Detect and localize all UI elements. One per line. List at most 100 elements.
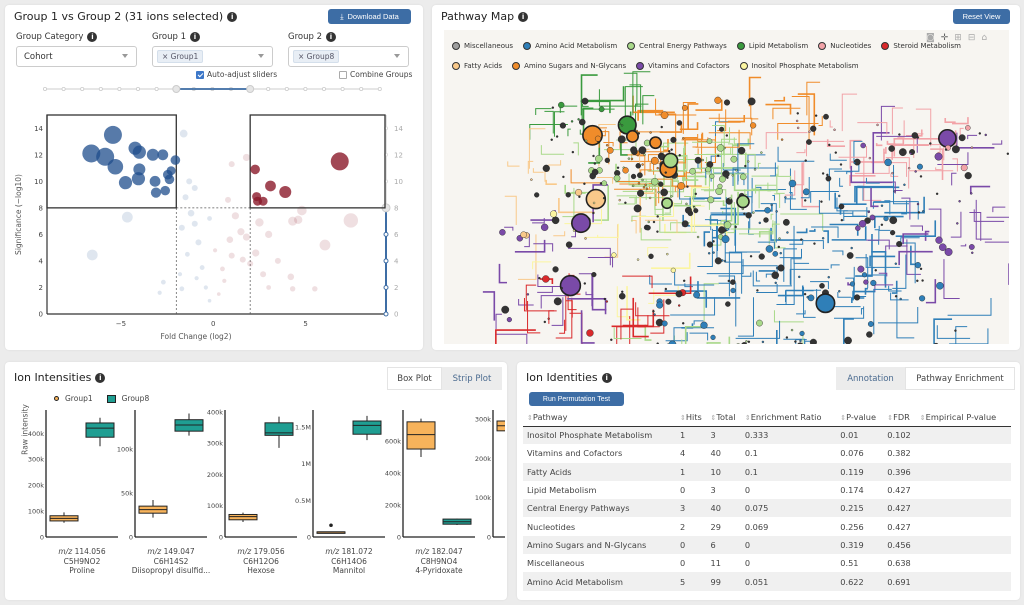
- background-point[interactable]: [184, 251, 190, 257]
- metabolite-node[interactable]: [526, 293, 530, 296]
- metabolite-node[interactable]: [891, 171, 894, 175]
- metabolite-node[interactable]: [656, 301, 664, 309]
- metabolite-node[interactable]: [777, 245, 781, 249]
- metabolite-node[interactable]: [840, 218, 844, 222]
- background-point[interactable]: [255, 218, 264, 227]
- metabolite-node[interactable]: [858, 220, 867, 228]
- slider-handle[interactable]: [172, 85, 181, 93]
- selected-point-down[interactable]: [103, 125, 122, 144]
- metabolite-node[interactable]: [585, 188, 607, 210]
- metabolite-node[interactable]: [593, 162, 597, 165]
- zoom-out-icon[interactable]: ⊟: [967, 33, 976, 43]
- metabolite-node[interactable]: [665, 298, 672, 305]
- selected-point-down[interactable]: [149, 175, 161, 187]
- metabolite-node[interactable]: [746, 160, 750, 163]
- metabolite-node[interactable]: [968, 244, 975, 250]
- metabolite-node[interactable]: [551, 106, 555, 109]
- background-point[interactable]: [178, 224, 185, 231]
- metabolite-node[interactable]: [834, 151, 837, 154]
- metabolite-node[interactable]: [610, 338, 613, 341]
- tab-strip-plot[interactable]: Strip Plot: [442, 367, 502, 390]
- metabolite-node[interactable]: [613, 174, 621, 182]
- metabolite-node[interactable]: [901, 148, 905, 151]
- metabolite-node[interactable]: [637, 189, 645, 197]
- metabolite-node[interactable]: [578, 118, 586, 126]
- background-point[interactable]: [195, 239, 202, 246]
- metabolite-node[interactable]: [602, 196, 606, 200]
- metabolite-node[interactable]: [693, 208, 699, 214]
- background-point[interactable]: [274, 257, 281, 264]
- metabolite-node[interactable]: [785, 336, 789, 339]
- metabolite-node[interactable]: [618, 122, 621, 125]
- sort-icon[interactable]: ⇕: [919, 414, 926, 423]
- metabolite-node[interactable]: [676, 120, 683, 126]
- selected-point-up[interactable]: [250, 164, 260, 175]
- metabolite-node[interactable]: [624, 201, 627, 204]
- metabolite-node[interactable]: [577, 118, 580, 121]
- background-point[interactable]: [199, 265, 205, 270]
- background-point[interactable]: [157, 290, 162, 295]
- metabolite-node[interactable]: [958, 134, 966, 142]
- metabolite-node[interactable]: [935, 192, 939, 196]
- metabolite-node[interactable]: [916, 279, 919, 282]
- metabolite-node[interactable]: [758, 221, 761, 225]
- metabolite-node[interactable]: [719, 175, 726, 183]
- background-point[interactable]: [191, 220, 198, 227]
- metabolite-node[interactable]: [922, 210, 925, 213]
- metabolite-node[interactable]: [692, 206, 696, 209]
- metabolite-node[interactable]: [645, 187, 649, 190]
- metabolite-node[interactable]: [758, 253, 765, 260]
- metabolite-node[interactable]: [863, 279, 869, 285]
- column-header[interactable]: ⇕Total: [706, 409, 741, 427]
- metabolite-node[interactable]: [586, 329, 594, 337]
- metabolite-node[interactable]: [603, 297, 607, 301]
- metabolite-node[interactable]: [960, 164, 968, 172]
- background-point[interactable]: [228, 252, 235, 259]
- checkbox-checked[interactable]: [196, 70, 204, 79]
- metabolite-node[interactable]: [899, 297, 902, 301]
- metabolite-node[interactable]: [860, 142, 866, 149]
- metabolite-node[interactable]: [814, 114, 818, 117]
- metabolite-node[interactable]: [853, 294, 861, 301]
- selection-box-up[interactable]: [249, 114, 386, 209]
- background-point[interactable]: [242, 153, 251, 162]
- metabolite-node[interactable]: [717, 154, 720, 157]
- metabolite-node[interactable]: [888, 145, 895, 152]
- background-point[interactable]: [288, 216, 298, 226]
- column-header[interactable]: ⇕Enrichment Ratio: [740, 409, 837, 427]
- metabolite-node[interactable]: [633, 204, 642, 213]
- metabolite-node[interactable]: [802, 188, 810, 196]
- metabolite-node[interactable]: [730, 279, 736, 285]
- metabolite-node[interactable]: [681, 104, 688, 111]
- metabolite-node[interactable]: [938, 243, 947, 251]
- metabolite-node[interactable]: [799, 330, 805, 337]
- metabolite-node[interactable]: [726, 176, 729, 179]
- metabolite-node[interactable]: [571, 150, 575, 154]
- metabolite-node[interactable]: [839, 163, 843, 166]
- metabolite-node[interactable]: [670, 136, 677, 143]
- metabolite-node[interactable]: [594, 135, 601, 142]
- metabolite-node[interactable]: [727, 279, 730, 283]
- table-row[interactable]: Lipid Metabolism 0 3 0 0.174 0.427: [523, 481, 1011, 499]
- metabolite-node[interactable]: [604, 157, 611, 164]
- selected-point-down[interactable]: [132, 145, 146, 159]
- metabolite-node[interactable]: [916, 163, 923, 170]
- metabolite-node[interactable]: [701, 158, 704, 162]
- background-point[interactable]: [265, 230, 273, 238]
- box-group8[interactable]: [264, 422, 294, 436]
- metabolite-node[interactable]: [970, 192, 973, 195]
- table-row[interactable]: Miscellaneous 0 11 0 0.51 0.638: [523, 554, 1011, 572]
- table-row[interactable]: Fatty Acids 1 10 0.1 0.119 0.396: [523, 462, 1011, 481]
- metabolite-node[interactable]: [658, 181, 664, 187]
- metabolite-node[interactable]: [744, 164, 747, 168]
- metabolite-node[interactable]: [806, 295, 809, 299]
- metabolite-node[interactable]: [652, 220, 656, 224]
- metabolite-node[interactable]: [728, 197, 732, 200]
- metabolite-node[interactable]: [958, 200, 961, 203]
- auto-adjust-checkbox[interactable]: Auto-adjust sliders: [196, 70, 277, 79]
- table-row[interactable]: Amino Acid Metabolism 5 99 0.051 0.622 0.691: [523, 572, 1011, 591]
- metabolite-node[interactable]: [735, 169, 738, 172]
- metabolite-node[interactable]: [838, 194, 841, 198]
- metabolite-node[interactable]: [670, 195, 673, 198]
- metabolite-node[interactable]: [935, 236, 943, 244]
